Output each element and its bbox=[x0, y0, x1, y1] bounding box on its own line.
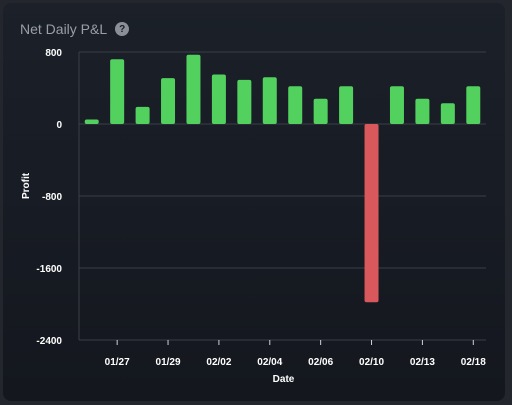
y-tick-label: -2400 bbox=[36, 336, 62, 347]
bar[interactable] bbox=[237, 79, 252, 124]
bar[interactable] bbox=[389, 86, 404, 124]
bar[interactable] bbox=[161, 78, 176, 124]
bar[interactable] bbox=[313, 98, 328, 124]
chart-header: Net Daily P&L ? bbox=[20, 21, 130, 37]
bar[interactable] bbox=[415, 98, 430, 124]
bar[interactable] bbox=[339, 86, 354, 124]
y-tick-label: -1600 bbox=[36, 264, 62, 275]
x-tick-label: 02/04 bbox=[257, 357, 282, 368]
y-tick-label: 0 bbox=[56, 120, 62, 131]
bar[interactable] bbox=[186, 54, 201, 125]
y-axis-label: Profit bbox=[21, 172, 32, 199]
x-tick-label: 01/29 bbox=[156, 357, 181, 368]
x-tick-label: 02/06 bbox=[308, 357, 333, 368]
y-tick-label: 800 bbox=[45, 48, 62, 59]
x-tick-label: 02/18 bbox=[461, 357, 486, 368]
help-icon[interactable]: ? bbox=[115, 22, 130, 36]
bar[interactable] bbox=[84, 119, 99, 125]
y-tick-label: -800 bbox=[42, 192, 62, 203]
x-tick-label: 02/02 bbox=[206, 357, 231, 368]
bar[interactable] bbox=[440, 103, 455, 124]
bar[interactable] bbox=[262, 77, 277, 124]
bar[interactable] bbox=[364, 124, 379, 303]
bar[interactable] bbox=[135, 106, 150, 124]
x-tick-label: 02/10 bbox=[359, 357, 384, 368]
bar[interactable] bbox=[110, 59, 125, 125]
bar[interactable] bbox=[211, 74, 226, 125]
chart-title: Net Daily P&L bbox=[20, 21, 108, 37]
x-tick-label: 02/13 bbox=[410, 357, 435, 368]
pnl-card: Net Daily P&L ? bbox=[3, 3, 505, 401]
bar[interactable] bbox=[466, 86, 481, 124]
x-axis-label: Date bbox=[273, 374, 295, 385]
bar[interactable] bbox=[288, 86, 303, 124]
x-tick-label: 01/27 bbox=[105, 357, 130, 368]
